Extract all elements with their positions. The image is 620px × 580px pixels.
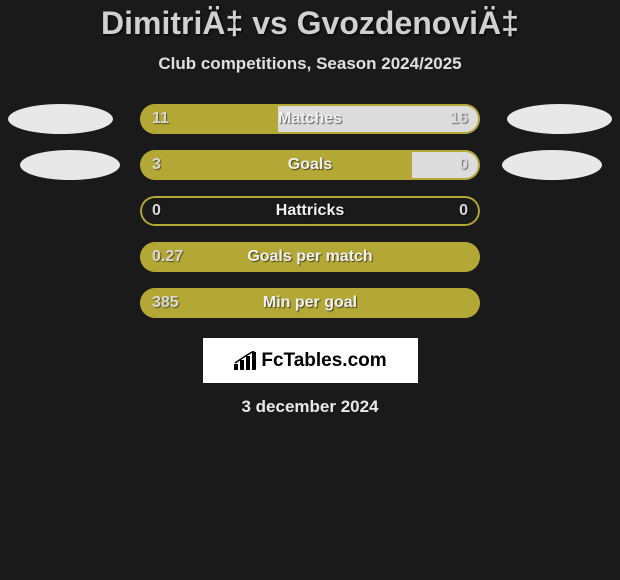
- stat-bar: 0.27 Goals per match: [140, 242, 480, 272]
- player-right-oval: [502, 150, 602, 180]
- stat-bar: 385 Min per goal: [140, 288, 480, 318]
- stat-left-value: 11: [152, 110, 169, 128]
- stat-label: Matches: [278, 110, 342, 128]
- stat-left-value: 0.27: [152, 248, 183, 266]
- date-text: 3 december 2024: [0, 397, 620, 417]
- player-left-oval: [8, 104, 113, 134]
- stat-row: 385 Min per goal: [0, 288, 620, 318]
- bar-left-fill: [140, 150, 412, 180]
- stat-label: Goals: [288, 156, 332, 174]
- stat-bar: 0 0 Hattricks: [140, 196, 480, 226]
- bar-right-fill: [412, 150, 480, 180]
- page-title: DimitriÄ‡ vs GvozdenoviÄ‡: [0, 5, 620, 42]
- stat-row: 0 0 Hattricks: [0, 196, 620, 226]
- player-left-oval: [20, 150, 120, 180]
- stat-label: Hattricks: [276, 202, 344, 220]
- chart-icon: [233, 351, 257, 371]
- stat-label: Goals per match: [247, 248, 372, 266]
- stat-bar: 11 16 Matches: [140, 104, 480, 134]
- stat-row: 0.27 Goals per match: [0, 242, 620, 272]
- stat-right-value: 0: [459, 156, 468, 174]
- stat-row: 3 0 Goals: [0, 150, 620, 180]
- stat-label: Min per goal: [263, 294, 357, 312]
- subtitle: Club competitions, Season 2024/2025: [0, 54, 620, 74]
- stat-right-value: 16: [450, 110, 468, 128]
- stat-left-value: 3: [152, 156, 161, 174]
- stat-bar: 3 0 Goals: [140, 150, 480, 180]
- player-right-oval: [507, 104, 612, 134]
- stat-right-value: 0: [459, 202, 468, 220]
- logo-text: FcTables.com: [261, 350, 386, 372]
- stat-row: 11 16 Matches: [0, 104, 620, 134]
- stat-left-value: 385: [152, 294, 179, 312]
- logo-box: FcTables.com: [203, 338, 418, 383]
- stat-left-value: 0: [152, 202, 161, 220]
